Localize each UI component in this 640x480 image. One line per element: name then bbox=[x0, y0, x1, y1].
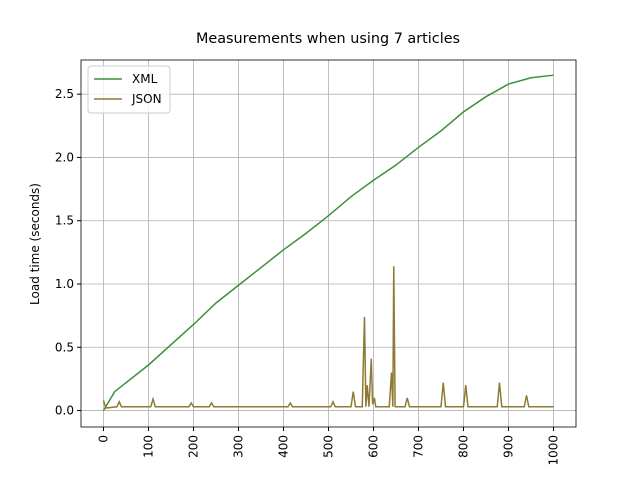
legend-label: XML bbox=[132, 72, 158, 86]
x-tick-label: 200 bbox=[187, 435, 201, 458]
x-tick-label: 700 bbox=[412, 435, 426, 458]
x-tick-label: 600 bbox=[367, 435, 381, 458]
x-tick-label: 100 bbox=[142, 435, 156, 458]
x-tick-label: 0 bbox=[97, 435, 111, 443]
data-line bbox=[102, 74, 554, 411]
x-tick-label: 800 bbox=[457, 435, 471, 458]
plot-frame bbox=[80, 59, 577, 428]
x-tick-label: 300 bbox=[232, 435, 246, 458]
y-tick-label: 1.5 bbox=[55, 214, 74, 228]
y-tick-label: 0.5 bbox=[55, 340, 74, 354]
y-tick-label: 2.5 bbox=[55, 87, 74, 101]
chart-title: Measurements when using 7 articles bbox=[196, 31, 460, 47]
x-tick-label: 900 bbox=[502, 435, 516, 458]
legend-label: JSON bbox=[131, 92, 162, 106]
data-line bbox=[102, 266, 554, 409]
y-tick-label: 0.0 bbox=[55, 404, 74, 418]
x-tick-label: 400 bbox=[277, 435, 291, 458]
y-tick-label: 2.0 bbox=[55, 150, 74, 164]
legend-box bbox=[87, 65, 171, 114]
y-axis-label: Load time (seconds) bbox=[28, 183, 42, 305]
y-tick-label: 1.0 bbox=[55, 277, 74, 291]
legend: XML JSON bbox=[87, 65, 171, 114]
x-tick-label: 500 bbox=[322, 435, 336, 458]
x-tick-label: 1000 bbox=[547, 435, 561, 466]
